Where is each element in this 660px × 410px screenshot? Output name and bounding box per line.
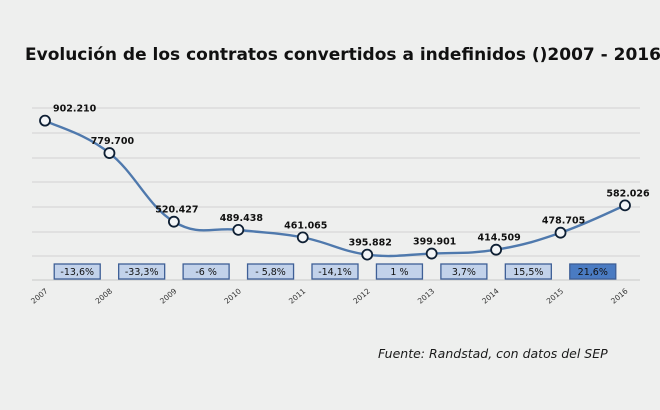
percent-change-label: 1 % [390,267,408,278]
x-tick-label: 2016 [609,286,630,305]
data-point [296,231,309,244]
percent-change-box: -33,3% [118,263,166,280]
data-label: 779.700 [91,136,135,147]
gridlines [32,107,640,281]
x-axis-ticks: 2007 2008 2009 2010 2011 2012 2013 2014 2015 2016 [29,286,630,305]
x-tick-label: 2010 [223,286,244,305]
percent-change-box: 15,5% [504,263,552,280]
data-point [619,199,631,212]
percent-change-label: -14,1% [318,267,352,278]
percent-change-box: -14,1% [311,263,359,280]
percent-change-box-bg [311,263,359,280]
percent-change-box: - 5,8% [246,263,295,280]
data-points [39,114,631,261]
data-label: 520.427 [155,205,198,216]
data-label: 478.705 [542,216,585,227]
x-tick-label: 2011 [287,286,308,305]
source-note: Fuente: Randstad, con datos del SEP [378,346,608,361]
percent-change-box-bg [182,263,230,280]
percent-change-label: -6 % [195,267,217,278]
x-tick-label: 2012 [351,286,372,305]
chart-title: Evolución de los contratos convertidos a… [25,45,660,65]
x-tick-label: 2008 [94,286,115,305]
series-line-path [44,119,626,258]
data-point [361,248,374,261]
percent-change-label: 21,6% [578,267,608,278]
percent-change-boxes: -13,6% -33,3% -6 % - 5,8% -14,1% 1 % 3,7% 15,5%… [53,263,617,280]
x-tick-label: 2014 [480,286,501,305]
data-point [554,226,567,239]
percent-change-box: -6 % [182,263,230,280]
percent-change-box: 3,7% [440,263,488,280]
percent-change-box-bg [440,263,488,280]
data-label: 395.882 [349,238,392,249]
percent-change-label: 3,7% [452,267,476,278]
percent-change-box: 1 % [375,263,424,280]
data-label: 461.065 [284,220,327,231]
data-labels: 902.210 779.700 520.427 489.438 461.065 395.8… [53,104,650,249]
percent-change-label: -33,3% [125,267,159,278]
data-point [167,215,180,228]
x-tick-label: 2013 [416,286,437,305]
percent-change-box-bg [118,263,166,280]
percent-change-label: - 5,8% [255,267,286,278]
percent-change-label: -13,6% [60,267,94,278]
data-label: 489.438 [220,213,264,224]
data-label: 399.901 [413,237,456,248]
data-point [232,223,245,236]
percent-change-box: -13,6% [53,263,101,280]
x-tick-label: 2015 [545,286,566,305]
percent-change-box-bg [375,263,424,280]
data-point [103,147,116,159]
data-label: 414.509 [477,233,520,244]
percent-change-box: 21,6% [569,263,617,280]
percent-change-label: 15,5% [513,267,543,278]
data-label: 582.026 [606,188,650,199]
x-tick-label: 2007 [29,286,50,305]
data-point [490,243,503,256]
percent-change-box-bg [246,263,295,280]
percent-change-box-bg [569,263,617,280]
x-tick-label: 2009 [158,286,179,305]
percent-change-box-bg [53,263,101,280]
data-label: 902.210 [53,104,97,115]
series-line [44,119,626,258]
data-point [39,114,51,127]
percent-change-box-bg [504,263,552,280]
data-point [425,247,438,260]
